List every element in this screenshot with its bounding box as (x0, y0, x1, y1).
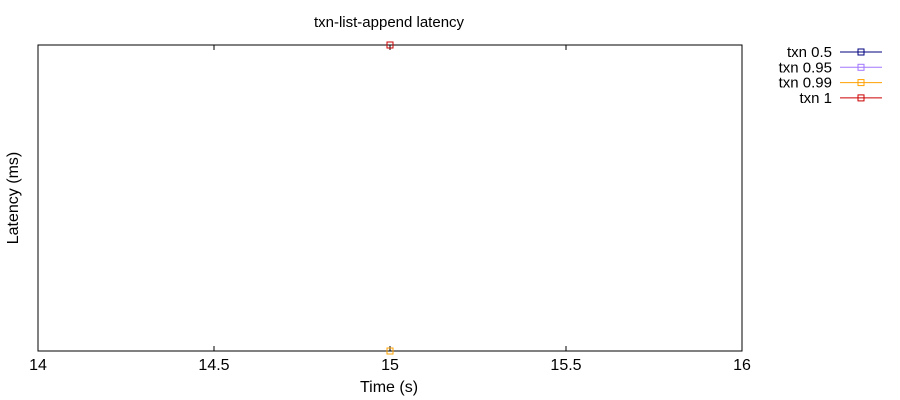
plot-border (37, 44, 743, 352)
legend-label: txn 0.5 (787, 44, 832, 61)
chart-title: txn-list-append latency (314, 14, 465, 31)
x-tick-label: 14 (29, 357, 47, 374)
legend-marker (857, 94, 865, 102)
data-points (386, 41, 394, 355)
data-point-series-3 (386, 41, 394, 49)
legend-marker (857, 63, 865, 71)
legend-marker (857, 79, 865, 87)
plot-frame (37, 44, 743, 352)
x-tick-label: 15.5 (550, 357, 581, 374)
x-axis-ticks: 14 14.5 15 15.5 16 (29, 45, 751, 374)
x-tick-label: 16 (733, 357, 751, 374)
x-axis-label: Time (s) (360, 379, 418, 396)
x-tick-label: 15 (381, 357, 399, 374)
legend-label: txn 0.99 (779, 75, 832, 92)
legend-label: txn 1 (799, 90, 832, 107)
y-axis-label: Latency (ms) (5, 152, 22, 244)
legend-marker (857, 48, 865, 56)
legend-label: txn 0.95 (779, 59, 832, 76)
data-point-series-2 (386, 347, 394, 355)
x-tick-label: 14.5 (198, 357, 229, 374)
